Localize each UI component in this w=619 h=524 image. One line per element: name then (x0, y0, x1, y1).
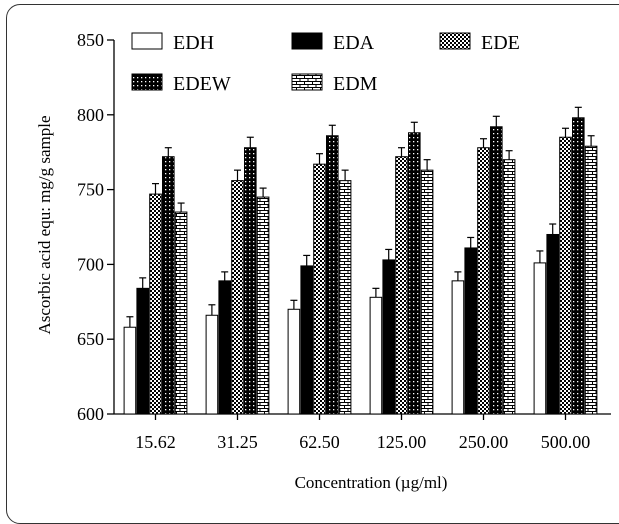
bar-edm (174, 211, 188, 415)
bar-eda (546, 233, 560, 415)
y-tick-label: 600 (77, 404, 104, 424)
x-tick-label: 15.62 (135, 432, 176, 452)
bar-edew (572, 117, 585, 415)
x-axis: 15.62 31.25 62.50 125.00 250.00 500.00 (114, 413, 611, 452)
bar-eda (382, 259, 395, 415)
legend-swatch-eda (291, 32, 323, 50)
y-axis: 600 650 700 750 800 850 (77, 30, 115, 424)
x-axis-label: Concentration (µg/ml) (295, 473, 448, 492)
x-tick-label: 62.50 (299, 432, 340, 452)
bar-edew (490, 126, 503, 415)
bar-edh (369, 296, 383, 415)
bar-edh (451, 280, 465, 415)
bar-edm (502, 159, 516, 415)
bar-edew (326, 135, 339, 415)
bar-ede (149, 193, 162, 415)
x-tick-label: 31.25 (217, 432, 258, 452)
legend-label-edm: EDM (333, 73, 378, 95)
bar-edew (162, 156, 175, 415)
y-tick-label: 800 (77, 105, 104, 125)
bar-edm (584, 145, 598, 415)
bar-eda (218, 280, 231, 415)
legend-swatch-edh (131, 32, 163, 50)
bar-edm (256, 196, 270, 415)
legend-swatch-edew (131, 73, 163, 91)
bar-edh (123, 326, 137, 415)
bar-edew (408, 132, 421, 415)
x-tick-label: 500.00 (541, 432, 591, 452)
bar-eda (136, 287, 149, 415)
x-tick-label: 125.00 (377, 432, 427, 452)
legend-label-edh: EDH (173, 32, 214, 54)
bar-edh (533, 262, 547, 415)
x-tick-label: 250.00 (459, 432, 509, 452)
bar-eda (300, 265, 313, 415)
bar-ede (231, 180, 244, 415)
bar-edh (205, 314, 219, 415)
y-tick-label: 750 (77, 180, 104, 200)
y-tick-label: 700 (77, 254, 104, 274)
legend-swatch-ede (439, 32, 471, 50)
bar-edm (420, 169, 434, 415)
bars (123, 106, 598, 415)
bar-ede (313, 163, 326, 415)
bar-edm (338, 180, 352, 415)
y-axis-label: Ascorbic acid equ: mg/g sample (35, 115, 54, 334)
bar-ede (477, 147, 490, 415)
legend-swatch-edm (291, 73, 323, 91)
y-tick-label: 650 (77, 329, 104, 349)
legend-label-edew: EDEW (173, 73, 231, 95)
legend-label-eda: EDA (333, 32, 375, 54)
y-tick-label: 850 (77, 30, 104, 50)
legend: EDH EDA EDE EDEW EDM (131, 32, 520, 95)
legend-label-ede: EDE (481, 32, 520, 54)
bar-edew (244, 147, 257, 415)
bar-ede (559, 136, 572, 415)
bar-chart: 600 650 700 750 800 850 15.62 31.25 62.50 125.00… (35, 30, 611, 492)
bar-eda (464, 247, 477, 415)
bar-edh (287, 308, 301, 415)
bar-ede (395, 156, 408, 415)
